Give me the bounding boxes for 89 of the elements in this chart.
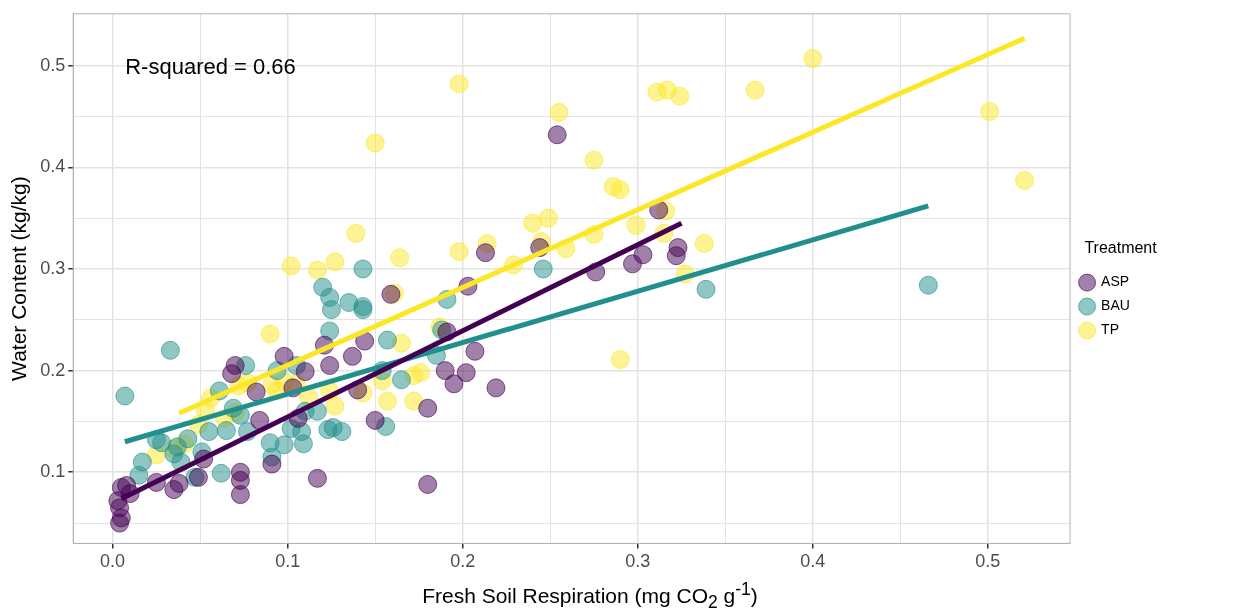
- y-tick-label: 0.3: [40, 257, 66, 278]
- x-tick-label: 0.0: [100, 551, 126, 572]
- point: [696, 279, 716, 299]
- y-tick-label: 0.1: [40, 461, 66, 482]
- point: [307, 468, 327, 488]
- point: [391, 370, 411, 390]
- point: [486, 378, 506, 398]
- point: [115, 386, 135, 406]
- point: [745, 80, 765, 100]
- point: [918, 275, 938, 295]
- point: [260, 324, 280, 344]
- point: [230, 485, 250, 505]
- y-tick-label: 0.5: [40, 54, 66, 75]
- point: [803, 49, 823, 69]
- point: [342, 346, 362, 366]
- point: [320, 321, 340, 341]
- point: [160, 340, 180, 360]
- x-tick-label: 0.5: [975, 551, 1001, 572]
- point: [281, 256, 301, 276]
- point: [216, 421, 236, 441]
- point: [199, 422, 219, 442]
- point: [377, 391, 397, 411]
- x-tick-label: 0.3: [625, 551, 651, 572]
- point: [293, 434, 313, 454]
- point: [694, 234, 714, 254]
- point: [110, 513, 130, 533]
- legend-label: TP: [1101, 321, 1150, 338]
- point: [444, 374, 464, 394]
- point: [129, 465, 149, 485]
- point: [377, 330, 397, 350]
- point: [418, 474, 438, 494]
- point: [523, 213, 543, 233]
- point: [465, 341, 485, 361]
- point: [404, 391, 424, 411]
- y-tick-label: 0.2: [40, 359, 66, 380]
- point: [295, 362, 315, 382]
- point: [626, 215, 646, 235]
- point: [178, 429, 198, 449]
- point: [169, 473, 189, 493]
- legend-label: ASP: [1101, 273, 1160, 290]
- point: [633, 245, 653, 265]
- point: [250, 410, 270, 430]
- point: [262, 454, 282, 474]
- point: [325, 396, 345, 416]
- point: [475, 243, 495, 263]
- point: [533, 259, 553, 279]
- legend-label: BAU: [1101, 297, 1161, 314]
- point: [980, 101, 1000, 121]
- x-tick-label: 0.1: [275, 551, 301, 572]
- point: [353, 259, 373, 279]
- point: [390, 248, 410, 268]
- point: [610, 349, 630, 369]
- y-tick-label: 0.4: [40, 156, 66, 177]
- point: [666, 246, 686, 266]
- point: [449, 74, 469, 94]
- point: [108, 491, 128, 511]
- point: [538, 208, 558, 228]
- point: [274, 346, 294, 366]
- x-tick-label: 0.2: [450, 551, 476, 572]
- x-axis-title: Fresh Soil Respiration (mg CO$_{2}$ g$^{-1}$): [421, 578, 759, 612]
- point: [365, 133, 385, 153]
- point: [365, 410, 385, 430]
- point: [321, 300, 341, 320]
- point: [610, 180, 630, 200]
- point: [346, 223, 366, 243]
- point: [1015, 171, 1035, 191]
- point: [211, 463, 231, 483]
- x-tick-label: 0.4: [800, 551, 826, 572]
- point: [584, 150, 604, 170]
- point: [547, 125, 567, 145]
- point: [418, 398, 438, 418]
- point: [152, 433, 172, 453]
- point: [222, 364, 242, 384]
- point: [435, 361, 455, 381]
- point: [307, 260, 327, 280]
- point: [325, 252, 345, 272]
- point: [274, 435, 294, 455]
- point: [320, 356, 340, 376]
- point: [332, 422, 352, 442]
- point: [246, 382, 266, 402]
- point: [449, 242, 469, 262]
- y-axis-title: Water Content (kg/kg): [7, 176, 31, 381]
- annotation: R-squared = 0.66: [125, 53, 296, 79]
- point: [411, 363, 431, 383]
- point: [549, 102, 569, 122]
- point: [456, 363, 476, 383]
- point: [355, 331, 375, 351]
- legend-title: Treatment: [1084, 238, 1158, 256]
- point: [670, 86, 690, 106]
